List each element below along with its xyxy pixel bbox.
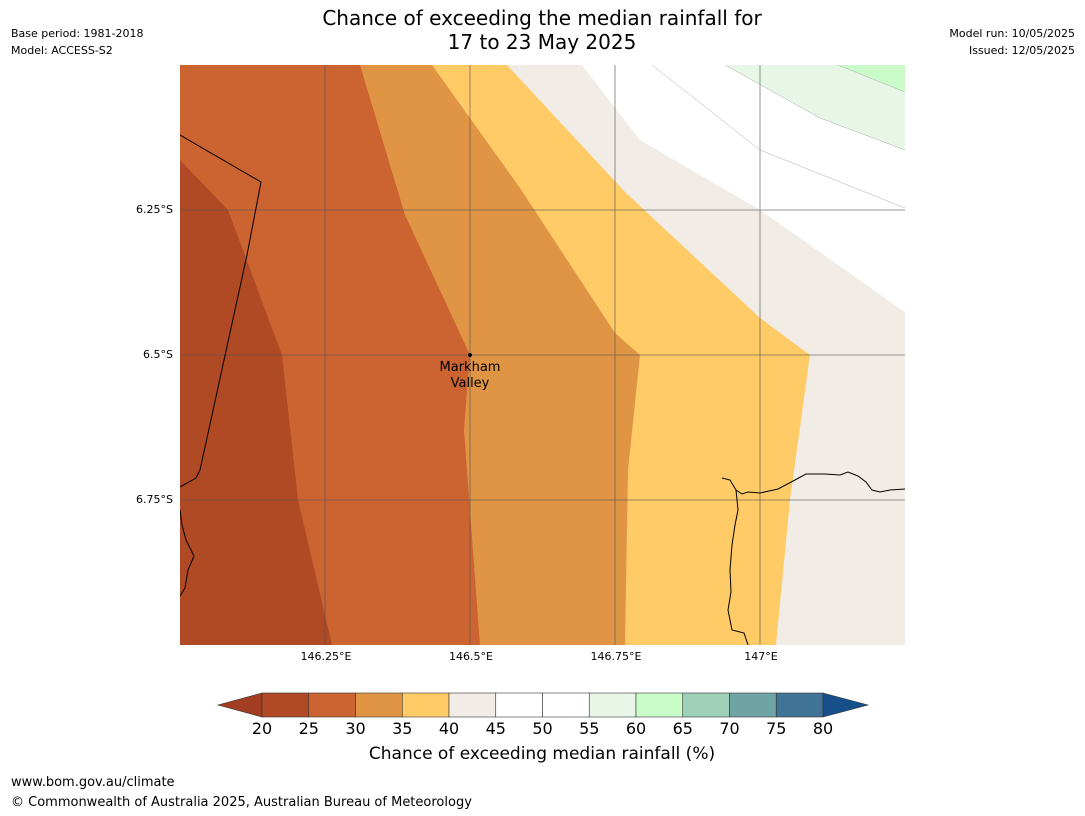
colorbar-swatch-35-40 bbox=[401, 692, 450, 718]
title-line-1: Chance of exceeding the median rainfall … bbox=[322, 6, 762, 30]
place-name-line-2: Valley bbox=[450, 376, 490, 391]
colorbar-tick-60: 60 bbox=[625, 719, 647, 738]
lon-label-146-25: 146.25°E bbox=[300, 650, 352, 663]
footer-url: www.bom.gov.au/climate bbox=[11, 775, 175, 790]
meta-left: Base period: 1981-2018 Model: ACCESS-S2 bbox=[11, 25, 143, 59]
colorbar-swatch-30-35 bbox=[355, 692, 403, 718]
colorbar-swatch-55-60 bbox=[588, 692, 637, 718]
band-20-25 bbox=[180, 160, 332, 645]
colorbar-swatch-45-50 bbox=[495, 692, 543, 718]
model-text: Model: ACCESS-S2 bbox=[11, 44, 113, 57]
colorbar-tick-20: 20 bbox=[251, 719, 273, 738]
place-label: Markham Valley bbox=[420, 360, 520, 392]
colorbar-tick-75: 75 bbox=[766, 719, 787, 738]
colorbar-tick-70: 70 bbox=[719, 719, 740, 738]
colorbar-extend-low bbox=[216, 692, 263, 718]
title-line-2: 17 to 23 May 2025 bbox=[447, 30, 637, 54]
colorbar-tick-35: 35 bbox=[392, 719, 413, 738]
colorbar-tick-25: 25 bbox=[298, 719, 319, 738]
colorbar-swatch-75-80 bbox=[775, 692, 824, 718]
lat-label-6-5: 6.5°S bbox=[143, 348, 173, 361]
coastline bbox=[180, 134, 905, 645]
lon-label-147: 147°E bbox=[744, 650, 778, 663]
colorbar-tick-65: 65 bbox=[672, 719, 693, 738]
colorbar-tick-50: 50 bbox=[532, 719, 553, 738]
band-45-50 bbox=[582, 65, 905, 312]
colorbar bbox=[216, 692, 870, 718]
lat-label-6-25: 6.25°S bbox=[136, 203, 173, 216]
place-name-line-1: Markham bbox=[439, 360, 501, 375]
colorbar-tick-80: 80 bbox=[812, 719, 834, 738]
colorbar-swatch-20-25 bbox=[261, 692, 310, 718]
colorbar-swatch-40-45 bbox=[448, 692, 497, 718]
map-panel bbox=[180, 65, 905, 645]
colorbar-swatch-25-30 bbox=[308, 692, 356, 718]
colorbar-tick-45: 45 bbox=[485, 719, 506, 738]
place-marker bbox=[468, 353, 472, 357]
lon-label-146-5: 146.5°E bbox=[449, 650, 493, 663]
colorbar-swatch-65-70 bbox=[682, 692, 730, 718]
place-dot bbox=[468, 353, 472, 357]
model-run-text: Model run: 10/05/2025 bbox=[949, 27, 1075, 40]
colorbar-swatch-60-65 bbox=[635, 692, 684, 718]
base-period-text: Base period: 1981-2018 bbox=[11, 27, 144, 40]
colorbar-label: Chance of exceeding median rainfall (%) bbox=[368, 744, 716, 764]
footer-copyright: © Commonwealth of Australia 2025, Austra… bbox=[11, 795, 472, 810]
chart-title: Chance of exceeding the median rainfall … bbox=[242, 6, 842, 54]
colorbar-tick-30: 30 bbox=[345, 719, 366, 738]
colorbar-tick-40: 40 bbox=[438, 719, 460, 738]
meta-right: Model run: 10/05/2025 Issued: 12/05/2025 bbox=[949, 25, 1075, 59]
lat-label-6-75: 6.75°S bbox=[136, 493, 173, 506]
contour-hairlines bbox=[651, 65, 905, 209]
colorbar-tick-55: 55 bbox=[579, 719, 600, 738]
colorbar-swatch-50-55 bbox=[542, 692, 590, 718]
colorbar-swatch-70-75 bbox=[729, 692, 777, 718]
issued-text: Issued: 12/05/2025 bbox=[968, 44, 1075, 57]
band-55-60 bbox=[725, 65, 905, 150]
colorbar-extend-high bbox=[822, 692, 870, 718]
lon-label-146-75: 146.75°E bbox=[590, 650, 642, 663]
